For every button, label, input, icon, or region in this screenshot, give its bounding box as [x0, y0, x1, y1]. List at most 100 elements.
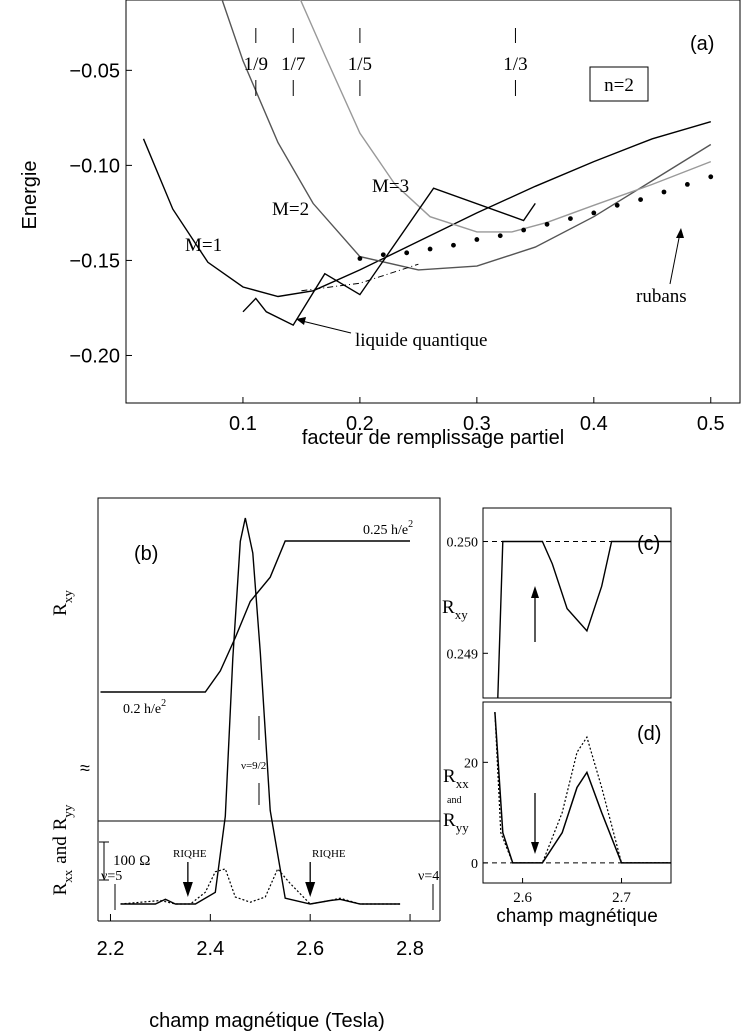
panel-a-label: (a) [690, 33, 714, 55]
rubans-point [591, 210, 597, 216]
dashdot-line [301, 263, 419, 292]
annotation-rubans: rubans [636, 286, 687, 307]
panel-c-plot [483, 540, 671, 698]
n-box [589, 66, 649, 102]
fraction-label: 1/9 [244, 54, 268, 75]
rubans-point [357, 256, 363, 261]
series-line-2 [299, 0, 712, 233]
panel-b-label: (b) [134, 543, 158, 565]
riqhe-arrowhead [305, 882, 316, 897]
panel-a-xtick-label: 0.2 [346, 413, 374, 435]
panel-c-arrowhead [531, 586, 539, 598]
annotation-liquide-arrowhead [296, 317, 306, 325]
panel-d-plot [483, 712, 671, 864]
panel-b-xtick-label: 2.4 [196, 938, 224, 960]
panel-a-xtick-label: 0.1 [229, 413, 257, 435]
curve-label-m2: M=2 [272, 199, 309, 220]
panel-a-ytick-label: −0.10 [69, 155, 120, 177]
panel-d-ylabel-and: and [447, 795, 461, 806]
riqhe-arrowhead [182, 882, 193, 897]
panel-d-series [483, 712, 671, 864]
rubans-point [614, 202, 620, 208]
rubans-point [380, 252, 386, 258]
riqhe-label-left: RIQHE [173, 848, 207, 860]
rubans-point [661, 189, 667, 195]
rxx-line [120, 517, 401, 905]
panel-b-series [100, 517, 410, 905]
rxy-line [100, 540, 410, 693]
curve-label-m1: M=1 [185, 235, 222, 256]
panel-a-xtick-label: 0.4 [580, 413, 608, 435]
rubans-point [568, 216, 573, 222]
ryy-line [120, 867, 401, 905]
fraction-label: 1/7 [281, 54, 305, 75]
fraction-label: 1/3 [503, 54, 527, 75]
panel-b: 2.2 2.4 2.6 2.8 (b) 0.2 h/e2 0.25 h/e2 ν=9/… [50, 497, 441, 1032]
panel-d-ytick-label: 0 [471, 857, 478, 872]
rubans-point [638, 197, 643, 202]
series-line-3 [242, 187, 536, 327]
rubans-point [404, 250, 410, 256]
panel-a-ytick-label: −0.15 [69, 250, 120, 272]
panel-a-axes: 0.1 0.2 0.3 0.4 0.5 −0.05 −0.10 −0.15 −0.20 1/9 1/… [69, 28, 725, 435]
rubans-point [427, 246, 433, 252]
panel-b-xlabel: champ magnétique (Tesla) [149, 1010, 385, 1032]
rxy-low-label: 0.2 h/e2 [123, 698, 166, 717]
panel-d-arrowhead [531, 842, 539, 854]
panel-c-ytick-label: 0.250 [447, 536, 479, 551]
axis-break: ≈ [80, 758, 90, 778]
panel-a-series [142, 0, 714, 327]
panel-a-ylabel: Energie [19, 161, 41, 230]
panel-c-frame [482, 507, 672, 699]
panel-d-frame [482, 701, 672, 884]
riqhe-arrows [182, 862, 316, 897]
rxy-high-label: 0.25 h/e2 [363, 519, 413, 538]
panel-d-xtick-label: 2.7 [612, 890, 631, 906]
panel-b-ylabel-bottom: RxxandRyy [50, 804, 75, 895]
series-line-1 [221, 0, 712, 271]
panel-c-ylabel: Rxy [442, 597, 468, 622]
rubans-point [521, 227, 527, 233]
panel-c-label: (c) [637, 533, 660, 555]
rubans-point [708, 174, 714, 180]
annotation-liquide-arrow [297, 319, 352, 334]
panel-c-ytick-label: 0.249 [447, 647, 479, 662]
panel-a-ytick-label: −0.20 [69, 345, 120, 367]
panel-a-xlabel: facteur de remplissage partiel [302, 427, 564, 449]
panel-d-solid [494, 712, 671, 864]
panel-c-axes: 0.250 0.249 [447, 536, 488, 662]
panel-a: 0.1 0.2 0.3 0.4 0.5 −0.05 −0.10 −0.15 −0.20 1/9 1/… [19, 0, 741, 449]
panel-c-line [497, 540, 671, 698]
panel-b-xtick-label: 2.2 [97, 938, 125, 960]
panel-d-ylabel-a: Rxx [443, 766, 469, 791]
annotation-liquide: liquide quantique [355, 330, 487, 351]
panel-a-xtick-label: 0.3 [463, 413, 491, 435]
panel-a-xtick-label: 0.5 [697, 413, 725, 435]
panel-d-xlabel: champ magnétique [496, 906, 658, 927]
panel-d: 20 0 2.6 2.7 (d) Rxx and Ryy champ magnétiq… [443, 701, 672, 927]
panel-d-label: (d) [637, 723, 661, 745]
annotation-rubans-arrowhead [676, 228, 684, 238]
panel-d-xtick-label: 2.6 [513, 890, 532, 906]
panel-d-ylabel-b: Ryy [443, 810, 469, 835]
rubans-point [544, 221, 550, 227]
nu-4-label: ν=4 [418, 869, 439, 884]
panel-a-frame [125, 0, 741, 404]
rubans-point [474, 237, 480, 242]
panel-a-plot [142, 0, 714, 327]
fraction-label: 1/5 [348, 54, 372, 75]
panel-b-xtick-label: 2.8 [396, 938, 424, 960]
scale-bar-label: 100 Ω [113, 853, 150, 869]
panel-d-ytick-label: 20 [464, 756, 478, 771]
series-line-0 [142, 121, 711, 298]
annotation-rubans-arrow [669, 232, 681, 285]
panel-c: 0.250 0.249 (c) Rxy [442, 507, 672, 699]
panel-b-axes: 2.2 2.4 2.6 2.8 [97, 821, 441, 960]
rubans-point [451, 242, 456, 248]
curve-label-m3: M=3 [372, 176, 409, 197]
panel-b-frame [97, 497, 441, 822]
panel-c-series [483, 540, 671, 698]
riqhe-label-right: RIQHE [312, 848, 346, 860]
nu-92-label: ν=9/2 [241, 760, 266, 772]
